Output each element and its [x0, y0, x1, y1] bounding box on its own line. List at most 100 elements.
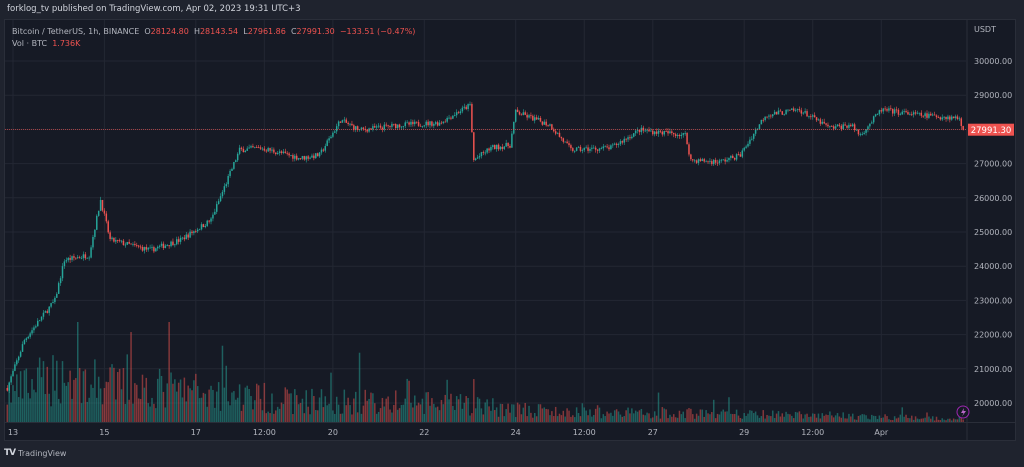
- volume-bar: [709, 414, 711, 422]
- candle-body: [591, 147, 593, 149]
- volume-bar: [492, 398, 494, 422]
- volume-bar: [646, 412, 648, 422]
- candle-body: [427, 121, 429, 126]
- candle-body: [40, 316, 43, 321]
- candle-body: [886, 109, 888, 111]
- candle-body: [394, 123, 397, 129]
- volume-bar: [775, 413, 778, 422]
- candle-body: [920, 112, 923, 116]
- volume-bar: [63, 382, 66, 422]
- candle-body: [714, 159, 717, 163]
- volume-bar: [581, 403, 584, 422]
- volume-bar: [577, 412, 580, 422]
- volume-bar: [128, 399, 130, 422]
- volume-bar: [381, 397, 384, 422]
- lightning-icon-bolt: [961, 408, 966, 417]
- candle-body: [419, 125, 422, 127]
- candle-body: [400, 126, 403, 128]
- candle-body: [838, 124, 841, 126]
- candle-body: [301, 156, 304, 159]
- candle-body: [446, 117, 448, 122]
- candle-body: [6, 387, 9, 391]
- candle-body: [362, 127, 365, 129]
- candle-body: [608, 147, 610, 150]
- candle-body: [806, 111, 808, 117]
- volume-bar: [711, 412, 713, 422]
- candle-body: [292, 155, 294, 159]
- volume-bar: [495, 407, 498, 422]
- candle-body: [490, 147, 492, 151]
- volume-bar: [116, 372, 119, 422]
- candle-body: [762, 119, 764, 121]
- candle-body: [794, 109, 797, 111]
- candle-body: [196, 229, 199, 232]
- volume-bar: [851, 413, 854, 422]
- candle-body: [798, 109, 801, 111]
- time-tick-label: 17: [191, 428, 201, 437]
- volume-bar: [97, 376, 100, 422]
- candle-body: [583, 147, 585, 151]
- candle-body: [682, 133, 685, 135]
- volume-bar: [598, 407, 601, 422]
- volume-bar: [111, 364, 113, 422]
- candle-body: [644, 130, 646, 132]
- volume-bar: [16, 374, 18, 422]
- volume-bar: [777, 411, 780, 422]
- volume-bar: [275, 410, 277, 422]
- candle-body: [130, 243, 132, 245]
- candle-body: [543, 121, 546, 125]
- candle-body: [947, 116, 949, 120]
- candle-body: [440, 122, 443, 124]
- volume-bar: [149, 406, 151, 422]
- candle-body: [874, 114, 877, 117]
- high-label: H: [193, 27, 200, 36]
- volume-bar: [693, 418, 696, 422]
- volume-bar: [825, 414, 827, 422]
- candle-body: [528, 115, 530, 118]
- candle-body: [758, 124, 761, 129]
- candle-body: [577, 146, 580, 148]
- volume-bar: [494, 410, 496, 422]
- candle-body: [303, 156, 306, 160]
- candle-body: [444, 121, 446, 123]
- volume-bar: [50, 406, 52, 422]
- candle-body: [924, 113, 926, 117]
- candle-body: [960, 118, 963, 126]
- volume-bar: [23, 370, 26, 422]
- candle-body: [722, 159, 725, 161]
- volume-bar: [356, 412, 359, 422]
- volume-label[interactable]: Vol · BTC: [12, 39, 48, 48]
- candle-body: [513, 121, 515, 134]
- lightning-event-icon[interactable]: [956, 405, 970, 419]
- candle-body: [701, 159, 704, 161]
- volume-bar: [933, 420, 936, 422]
- volume-bar: [716, 413, 719, 422]
- volume-bar: [484, 402, 486, 422]
- volume-bar: [480, 408, 483, 422]
- candle-body: [295, 155, 298, 160]
- volume-bar: [806, 413, 808, 422]
- symbol-title[interactable]: Bitcoin / TetherUS, 1h, BINANCE: [12, 27, 140, 36]
- volume-bar: [682, 411, 685, 422]
- candle-body: [286, 152, 288, 154]
- candle-body: [176, 239, 178, 245]
- volume-bar: [937, 419, 940, 422]
- volume-bar: [25, 368, 28, 422]
- candle-body: [650, 130, 652, 132]
- volume-bar: [402, 404, 405, 422]
- candle-body: [387, 125, 389, 127]
- candle-body: [768, 115, 770, 117]
- candle-body: [593, 147, 595, 149]
- candle-body: [888, 108, 890, 111]
- volume-bar: [96, 397, 98, 422]
- candle-body: [530, 115, 532, 117]
- volume-bar: [46, 366, 49, 422]
- candle-body: [246, 148, 248, 151]
- candle-body: [151, 247, 153, 248]
- candle-body: [339, 121, 342, 123]
- chart-panel[interactable]: [4, 19, 1016, 441]
- candle-body: [433, 123, 435, 126]
- candle-body: [326, 140, 328, 147]
- footer-brand[interactable]: TradingView: [18, 448, 67, 458]
